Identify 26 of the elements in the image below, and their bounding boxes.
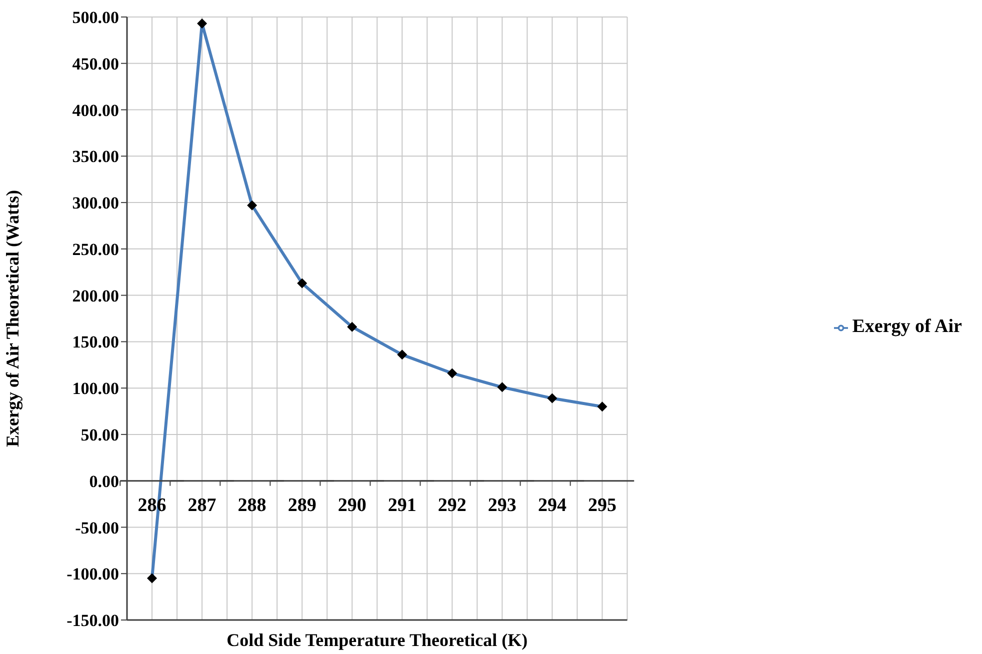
y-tick-label: -50.00 xyxy=(75,518,119,538)
y-tick-label: 450.00 xyxy=(72,54,119,74)
x-tick-label: 290 xyxy=(338,494,366,516)
y-tick-label: 200.00 xyxy=(72,286,119,306)
y-tick-label: 150.00 xyxy=(72,332,119,352)
x-tick-label: 287 xyxy=(188,494,217,516)
y-tick-label: 100.00 xyxy=(72,379,119,398)
x-tick-label: 292 xyxy=(438,494,466,516)
y-tick-label: 0.00 xyxy=(89,472,119,491)
x-tick-label: 295 xyxy=(588,494,616,516)
x-tick-label: 288 xyxy=(238,494,266,516)
y-tick-label: 350.00 xyxy=(72,147,119,166)
x-axis-title: Cold Side Temperature Theoretical (K) xyxy=(226,630,528,650)
x-tick-label: 293 xyxy=(488,494,516,516)
x-tick-label: 294 xyxy=(538,494,567,516)
y-tick-label: 300.00 xyxy=(72,194,119,213)
y-tick-label: -150.00 xyxy=(66,611,119,630)
y-tick-label: 400.00 xyxy=(72,100,119,120)
legend-label: Exergy of Air xyxy=(852,316,962,337)
x-tick-label: 291 xyxy=(388,494,416,516)
y-axis-title: Exergy of Air Theoretical (Watts) xyxy=(2,190,22,447)
y-tick-label: 250.00 xyxy=(72,240,119,259)
x-tick-label: 289 xyxy=(288,494,316,516)
y-tick-label: 500.00 xyxy=(72,8,119,28)
y-tick-label: -100.00 xyxy=(66,564,119,584)
y-tick-label: 50.00 xyxy=(80,425,119,444)
